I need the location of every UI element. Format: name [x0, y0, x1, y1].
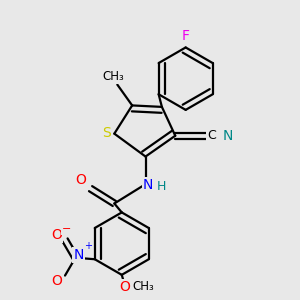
Text: O: O	[119, 280, 130, 294]
Text: C: C	[207, 129, 216, 142]
Text: N: N	[73, 248, 84, 262]
Text: −: −	[62, 224, 71, 234]
Text: CH₃: CH₃	[132, 280, 154, 293]
Text: CH₃: CH₃	[103, 70, 124, 83]
Text: F: F	[182, 29, 190, 43]
Text: O: O	[76, 173, 86, 187]
Text: S: S	[102, 126, 110, 140]
Text: H: H	[157, 180, 167, 193]
Text: +: +	[84, 242, 92, 251]
Text: O: O	[51, 274, 62, 288]
Text: N: N	[143, 178, 153, 192]
Text: N: N	[223, 129, 233, 143]
Text: O: O	[51, 228, 62, 242]
